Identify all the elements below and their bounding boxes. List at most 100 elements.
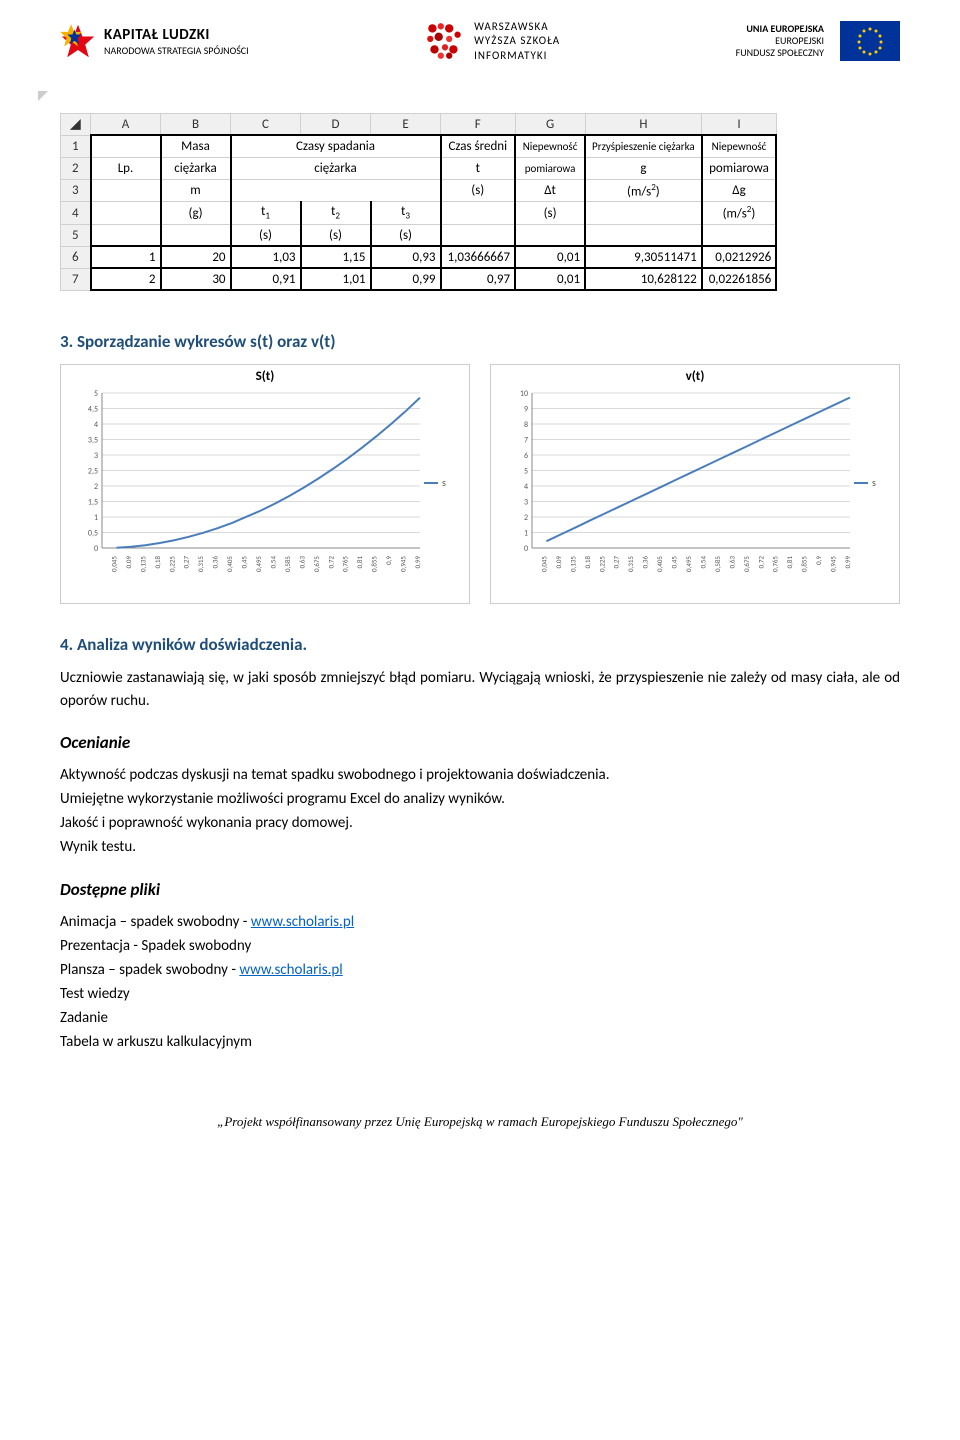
svg-text:2: 2	[94, 482, 98, 492]
svg-text:3: 3	[524, 498, 528, 508]
svg-text:0,135: 0,135	[568, 556, 577, 572]
svg-text:0,63: 0,63	[297, 556, 306, 569]
svg-text:0,18: 0,18	[583, 556, 592, 569]
svg-text:0,585: 0,585	[713, 556, 722, 572]
svg-text:0,945: 0,945	[399, 556, 408, 572]
pliki-l5: Zadanie	[60, 1006, 900, 1030]
svg-text:1: 1	[94, 513, 98, 523]
table-row: 7 2 30 0,91 1,01 0,99 0,97 0,01 10,62812…	[61, 268, 777, 290]
eu-flag-icon	[840, 21, 900, 61]
svg-text:0,045: 0,045	[539, 556, 548, 572]
svg-text:4: 4	[524, 482, 528, 492]
svg-text:0,27: 0,27	[612, 556, 621, 569]
chart-s: S(t) 00,511,522,533,544,550,0450,090,135…	[60, 364, 470, 604]
wwsi-l1: Warszawska	[474, 20, 560, 34]
svg-text:7: 7	[524, 436, 528, 446]
kl-text: KAPITAŁ LUDZKI NARODOWA STRATEGIA SPÓJNO…	[104, 26, 249, 57]
svg-text:8: 8	[524, 420, 528, 430]
svg-text:1: 1	[524, 529, 528, 539]
pliki-l3: Plansza – spadek swobodny - www.scholari…	[60, 958, 900, 982]
svg-text:0,09: 0,09	[124, 556, 133, 569]
svg-text:0,855: 0,855	[800, 556, 809, 572]
svg-text:0,45: 0,45	[670, 556, 679, 569]
link-scholaris-1[interactable]: www.scholaris.pl	[251, 913, 354, 931]
ocenianie-l1: Aktywność podczas dyskusji na temat spad…	[60, 763, 900, 787]
svg-text:3,5: 3,5	[88, 436, 98, 446]
svg-text:4,5: 4,5	[88, 405, 98, 415]
chart-v-svg: 0123456789100,0450,090,1350,180,2250,270…	[491, 388, 899, 598]
ocenianie-l4: Wynik testu.	[60, 835, 900, 859]
chart-v: v(t) 0123456789100,0450,090,1350,180,225…	[490, 364, 900, 604]
svg-text:0,765: 0,765	[341, 556, 350, 572]
kl-subtitle: NARODOWA STRATEGIA SPÓJNOŚCI	[104, 44, 249, 57]
ocenianie-l3: Jakość i poprawność wykonania pracy domo…	[60, 811, 900, 835]
pliki-heading: Dostępne pliki	[60, 879, 900, 900]
wwsi-l3: Informatyki	[474, 49, 560, 63]
wwsi-l2: Wyższa Szkoła	[474, 34, 560, 48]
kl-title: KAPITAŁ LUDZKI	[104, 26, 249, 44]
svg-text:0,225: 0,225	[167, 556, 176, 572]
svg-text:s: s	[872, 476, 876, 489]
svg-text:0,54: 0,54	[268, 556, 277, 569]
svg-text:0,675: 0,675	[742, 556, 751, 572]
table-row: 6 1 20 1,03 1,15 0,93 1,03666667 0,01 9,…	[61, 246, 777, 268]
svg-text:0,405: 0,405	[225, 556, 234, 572]
svg-text:0,18: 0,18	[153, 556, 162, 569]
excel-table: ◢ AB CD EF GH I 1 Masa Czasy spadania Cz…	[60, 113, 777, 291]
svg-text:0,72: 0,72	[326, 556, 335, 569]
svg-text:0,945: 0,945	[829, 556, 838, 572]
svg-text:0,27: 0,27	[182, 556, 191, 569]
svg-text:0,99: 0,99	[843, 556, 852, 569]
svg-text:0,36: 0,36	[211, 556, 220, 569]
chart-s-title: S(t)	[61, 365, 469, 388]
svg-text:0,675: 0,675	[312, 556, 321, 572]
kl-star-icon	[60, 23, 96, 59]
svg-text:0,045: 0,045	[109, 556, 118, 572]
svg-text:0,9: 0,9	[384, 556, 393, 565]
svg-text:0,135: 0,135	[138, 556, 147, 572]
svg-text:0,765: 0,765	[771, 556, 780, 572]
svg-text:0,99: 0,99	[413, 556, 422, 569]
pliki-list: Animacja – spadek swobodny - www.scholar…	[60, 910, 900, 1054]
svg-text:10: 10	[520, 389, 528, 399]
ocenianie-heading: Ocenianie	[60, 732, 900, 753]
svg-text:0,225: 0,225	[597, 556, 606, 572]
svg-text:0,72: 0,72	[756, 556, 765, 569]
wwsi-dots-icon	[424, 20, 466, 62]
svg-text:0,855: 0,855	[370, 556, 379, 572]
section-3-heading: 3. Sporządzanie wykresów s(t) oraz v(t)	[60, 331, 900, 352]
svg-text:0,585: 0,585	[283, 556, 292, 572]
svg-text:5: 5	[524, 467, 528, 477]
charts-row: S(t) 00,511,522,533,544,550,0450,090,135…	[60, 364, 900, 604]
pliki-l1: Animacja – spadek swobodny - www.scholar…	[60, 910, 900, 934]
svg-text:4: 4	[94, 420, 98, 430]
svg-text:0,09: 0,09	[554, 556, 563, 569]
ocenianie-list: Aktywność podczas dyskusji na temat spad…	[60, 763, 900, 859]
svg-text:2,5: 2,5	[88, 467, 98, 477]
svg-text:0,315: 0,315	[626, 556, 635, 572]
svg-text:0,9: 0,9	[814, 556, 823, 565]
logo-wwsi: Warszawska Wyższa Szkoła Informatyki	[424, 20, 560, 63]
excel-screenshot: ◢ AB CD EF GH I 1 Masa Czasy spadania Cz…	[60, 113, 900, 291]
link-scholaris-2[interactable]: www.scholaris.pl	[239, 961, 342, 979]
svg-text:0,315: 0,315	[196, 556, 205, 572]
svg-text:0,495: 0,495	[254, 556, 263, 572]
svg-text:2: 2	[524, 513, 528, 523]
svg-text:0,54: 0,54	[698, 556, 707, 569]
section-4-heading: 4. Analiza wyników doświadczenia.	[60, 634, 900, 655]
svg-text:0,81: 0,81	[785, 556, 794, 569]
svg-text:0,495: 0,495	[684, 556, 693, 572]
chart-s-svg: 00,511,522,533,544,550,0450,090,1350,180…	[61, 388, 469, 598]
svg-text:3: 3	[94, 451, 98, 461]
svg-text:0,405: 0,405	[655, 556, 664, 572]
svg-text:0,81: 0,81	[355, 556, 364, 569]
pliki-l6: Tabela w arkuszu kalkulacyjnym	[60, 1030, 900, 1054]
header-logos: KAPITAŁ LUDZKI NARODOWA STRATEGIA SPÓJNO…	[60, 20, 900, 63]
svg-text:0: 0	[524, 544, 528, 554]
svg-text:5: 5	[94, 389, 98, 399]
logo-eu: UNIA EUROPEJSKA EUROPEJSKI FUNDUSZ SPOŁE…	[736, 21, 900, 61]
svg-text:0,63: 0,63	[727, 556, 736, 569]
svg-text:0,45: 0,45	[240, 556, 249, 569]
chart-v-title: v(t)	[491, 365, 899, 388]
pliki-l2: Prezentacja - Spadek swobodny	[60, 934, 900, 958]
